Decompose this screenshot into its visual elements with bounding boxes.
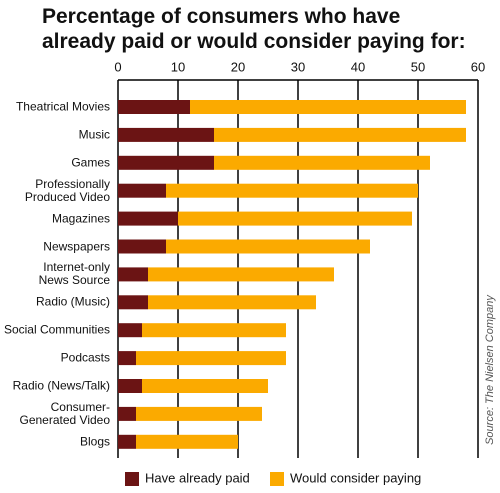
y-tick-label: Podcasts (60, 350, 110, 365)
bar (136, 351, 286, 366)
bar (142, 323, 286, 338)
legend-label: Would consider paying (290, 470, 421, 485)
bar (118, 323, 142, 338)
chart-title: Percentage of consumers who have already… (42, 5, 466, 53)
y-tick-label: Newspapers (43, 239, 110, 253)
x-tick-label: 0 (114, 59, 121, 74)
y-tick-label: Blogs (79, 434, 110, 449)
bar (118, 434, 136, 449)
y-tick-label: Consumer- Generated Video (19, 399, 110, 427)
y-tick-label: Professionally Produced Video (24, 176, 110, 204)
bar (118, 127, 214, 142)
legend-label: Have already paid (145, 470, 250, 485)
bar (118, 295, 148, 310)
legend-swatch (270, 472, 284, 486)
bar (148, 267, 334, 282)
bar (118, 183, 166, 198)
bar (190, 100, 466, 114)
x-tick-label: 50 (411, 59, 425, 74)
bar (118, 211, 178, 226)
source: Source: The Nielsen Company (484, 294, 496, 445)
y-tick-label: Radio (News/Talk) (12, 378, 110, 393)
bar (118, 100, 190, 114)
bar (118, 267, 148, 282)
y-tick-label: Internet-only News Source (38, 260, 110, 288)
bar (118, 406, 136, 421)
bar (142, 379, 268, 393)
bar (214, 127, 466, 142)
bar (118, 351, 136, 366)
bar (166, 183, 418, 198)
bar (136, 406, 262, 421)
y-tick-label: Social Communities (3, 322, 110, 337)
x-tick-label: 10 (171, 59, 185, 74)
x-tick-label: 20 (231, 59, 245, 74)
x-tick-label: 30 (291, 59, 305, 74)
y-tick-label: Games (71, 155, 110, 170)
x-tick-label: 60 (471, 59, 485, 74)
bar (166, 239, 370, 254)
bar (118, 155, 214, 170)
y-tick-label: Radio (Music) (35, 294, 110, 309)
y-tick-label: Magazines (51, 211, 110, 226)
x-tick-label: 40 (351, 59, 365, 74)
bar (118, 379, 142, 393)
y-tick-label: Music (78, 127, 110, 142)
bar (178, 211, 412, 226)
bar (118, 239, 166, 254)
y-tick-label: Theatrical Movies (15, 99, 110, 114)
bar (148, 295, 316, 310)
legend-swatch (125, 472, 139, 486)
bar (136, 434, 238, 449)
bar (214, 155, 430, 170)
